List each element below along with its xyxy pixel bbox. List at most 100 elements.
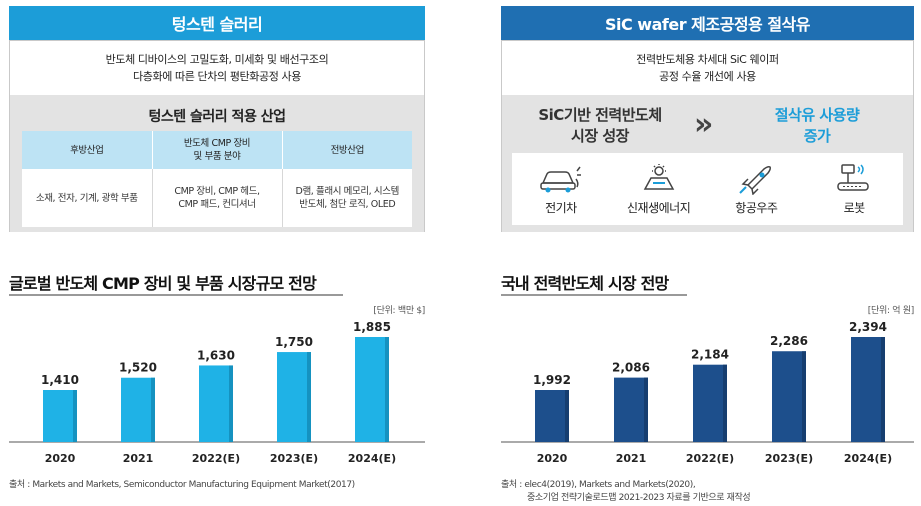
- bar-2021: [614, 377, 648, 442]
- bar: [199, 365, 233, 442]
- app-electric-car: 전기차: [515, 163, 607, 216]
- left-intro: 반도체 디바이스의 고밀도화, 미세화 및 배선구조의 다층화에 따른 단차의 …: [10, 51, 424, 85]
- bar-value-label: 1,992: [533, 373, 571, 387]
- left-intro-line1: 반도체 디바이스의 고밀도화, 미세화 및 배선구조의: [105, 53, 329, 66]
- bar: [121, 377, 155, 442]
- bar-value-label: 1,630: [197, 348, 235, 362]
- bar: [614, 377, 648, 442]
- left-chart-title-underline: [9, 294, 343, 296]
- bar-value-label: 1,750: [275, 335, 313, 349]
- bar-2020: [535, 390, 569, 442]
- header-cmp-equipment: 반도체 CMP 장비 및 부품 분야: [152, 131, 283, 169]
- right-chart-title-underline: [501, 294, 687, 296]
- bar-shade: [802, 351, 806, 442]
- sic-cutting-fluid-panel: 전력반도체용 차세대 SiC 웨이퍼 공정 수율 개선에 사용 SiC기반 전력…: [501, 40, 914, 232]
- bar-value-label: 2,086: [612, 361, 650, 375]
- right-chart-source-line2: 중소기업 전략기술로드맵 2021-2023 자료를 기반으로 재작성: [527, 493, 751, 503]
- right-panel-title: SiC wafer 제조공정용 절삭유: [604, 15, 811, 34]
- industry-section: 텅스텐 슬러리 적용 산업 후방산업 반도체 CMP 장비 및 부품 분야 전방산…: [10, 95, 424, 232]
- app-label-aerospace: 항공우주: [735, 200, 778, 215]
- bar-shade: [229, 365, 233, 442]
- bar-2024(E): [851, 337, 885, 442]
- app-aerospace: 항공우주: [710, 163, 802, 216]
- bar-2022(E): [693, 364, 727, 442]
- app-label-robot: 로봇: [843, 200, 866, 215]
- bar: [772, 351, 806, 442]
- header-backward-industry: 후방산업: [22, 131, 153, 169]
- app-renewable-energy: 신재생에너지: [613, 163, 705, 216]
- cell-backward-industry: 소재, 전자, 기계, 광학 부품: [22, 169, 153, 227]
- right-chart-source: 출처 : elec4(2019), Markets and Markets(20…: [501, 479, 751, 505]
- bar: [851, 337, 885, 442]
- x-tick-label: 2021: [616, 452, 647, 465]
- app-label-renewable: 신재생에너지: [627, 200, 691, 215]
- header-forward-industry: 전방산업: [282, 131, 412, 169]
- left-intro-line2: 다층화에 따른 단차의 평탄화공정 사용: [133, 70, 301, 83]
- left-chart-unit: [단위: 백만 $]: [373, 306, 425, 316]
- x-tick-label: 2024(E): [348, 452, 396, 465]
- bar-2021: [121, 377, 155, 442]
- bar-value-label: 2,184: [691, 348, 729, 362]
- bar: [535, 390, 569, 442]
- double-chevron-icon: »: [694, 107, 714, 142]
- bar-value-label: 2,394: [849, 320, 887, 334]
- bar: [277, 352, 311, 442]
- right-bar-chart: 1,992 2020 2,086 2021 2,184 2022(E) 2,286 2023(…: [501, 320, 914, 465]
- right-intro: 전력반도체용 차세대 SiC 웨이퍼 공정 수율 개선에 사용: [502, 51, 913, 85]
- industry-title: 텅스텐 슬러리 적용 산업: [148, 109, 286, 125]
- bar: [355, 337, 389, 442]
- right-intro-line2: 공정 수율 개선에 사용: [659, 70, 756, 83]
- x-tick-label: 2023(E): [765, 452, 813, 465]
- solar-energy-icon: [643, 163, 674, 190]
- x-tick-label: 2022(E): [686, 452, 734, 465]
- x-tick-label: 2024(E): [844, 452, 892, 465]
- bar-shade: [73, 390, 77, 442]
- bar-2020: [43, 390, 77, 442]
- bar-value-label: 2,286: [770, 334, 808, 348]
- bar-shade: [644, 377, 648, 442]
- industry-body-row: 소재, 전자, 기계, 광학 부품 CMP 장비, CMP 헤드, CMP 패드,…: [22, 169, 412, 227]
- left-chart-title: 글로벌 반도체 CMP 장비 및 부품 시장규모 전망: [9, 274, 317, 293]
- x-tick-label: 2022(E): [192, 452, 240, 465]
- bar-2022(E): [199, 365, 233, 442]
- bar-shade: [385, 337, 389, 442]
- tungsten-slurry-banner: 텅스텐 슬러리: [9, 6, 425, 40]
- bar-shade: [723, 364, 727, 442]
- bar-2024(E): [355, 337, 389, 442]
- bar-shade: [151, 377, 155, 442]
- bar-shade: [565, 390, 569, 442]
- industry-table-wrap: 후방산업 반도체 CMP 장비 및 부품 분야 전방산업 소재, 전자, 기계, …: [22, 131, 412, 227]
- app-robot: 로봇: [808, 163, 900, 216]
- left-panel-title: 텅스텐 슬러리: [171, 15, 263, 34]
- bar-value-label: 1,885: [353, 320, 391, 334]
- left-chart-source: 출처 : Markets and Markets, Semiconductor …: [9, 480, 355, 490]
- x-tick-label: 2020: [45, 452, 76, 465]
- x-tick-label: 2023(E): [270, 452, 318, 465]
- industry-table: 후방산업 반도체 CMP 장비 및 부품 분야 전방산업 소재, 전자, 기계, …: [22, 131, 412, 227]
- sic-cutting-fluid-banner: SiC wafer 제조공정용 절삭유: [501, 6, 914, 40]
- growth-right-text: 절삭유 사용량 증가: [774, 106, 860, 145]
- bar-value-label: 1,410: [41, 373, 79, 387]
- robot-arm-icon: [837, 163, 869, 191]
- bar: [43, 390, 77, 442]
- right-intro-line1: 전력반도체용 차세대 SiC 웨이퍼: [636, 53, 779, 66]
- bar-2023(E): [772, 351, 806, 442]
- rocket-icon: [739, 165, 772, 195]
- industry-header-row: 후방산업 반도체 CMP 장비 및 부품 분야 전방산업: [22, 131, 412, 169]
- application-icons-row: 전기차 신재생에너지 항공우주: [512, 153, 903, 225]
- right-chart-title: 국내 전력반도체 시장 전망: [501, 274, 669, 293]
- x-tick-label: 2020: [537, 452, 568, 465]
- cell-forward-industry: D램, 플래시 메모리, 시스템 반도체, 첨단 로직, OLED: [282, 169, 412, 227]
- electric-car-icon: [540, 166, 581, 192]
- bar-2023(E): [277, 352, 311, 442]
- bar: [693, 364, 727, 442]
- left-bar-chart: 1,410 2020 1,520 2021 1,630 2022(E) 1,750 2023(…: [9, 320, 425, 465]
- growth-left-text: SiC기반 전력반도체 시장 성장: [538, 106, 662, 145]
- right-chart-source-line1: 출처 : elec4(2019), Markets and Markets(20…: [501, 480, 696, 490]
- bar-shade: [881, 337, 885, 442]
- growth-section: SiC기반 전력반도체 시장 성장 » 절삭유 사용량 증가 전기차: [502, 95, 913, 232]
- bar-value-label: 1,520: [119, 361, 157, 375]
- right-chart-unit: [단위: 억 원]: [867, 306, 915, 316]
- x-tick-label: 2021: [123, 452, 154, 465]
- app-label-ev: 전기차: [545, 200, 577, 215]
